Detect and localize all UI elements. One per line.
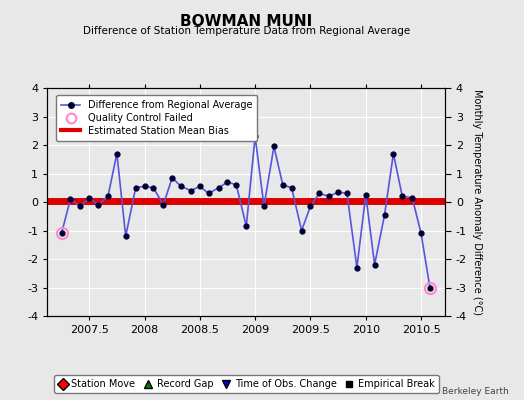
Text: Berkeley Earth: Berkeley Earth — [442, 387, 508, 396]
Legend: Station Move, Record Gap, Time of Obs. Change, Empirical Break: Station Move, Record Gap, Time of Obs. C… — [54, 376, 439, 393]
Y-axis label: Monthly Temperature Anomaly Difference (°C): Monthly Temperature Anomaly Difference (… — [473, 89, 483, 315]
Text: BOWMAN MUNI: BOWMAN MUNI — [180, 14, 312, 29]
Text: Difference of Station Temperature Data from Regional Average: Difference of Station Temperature Data f… — [83, 26, 410, 36]
